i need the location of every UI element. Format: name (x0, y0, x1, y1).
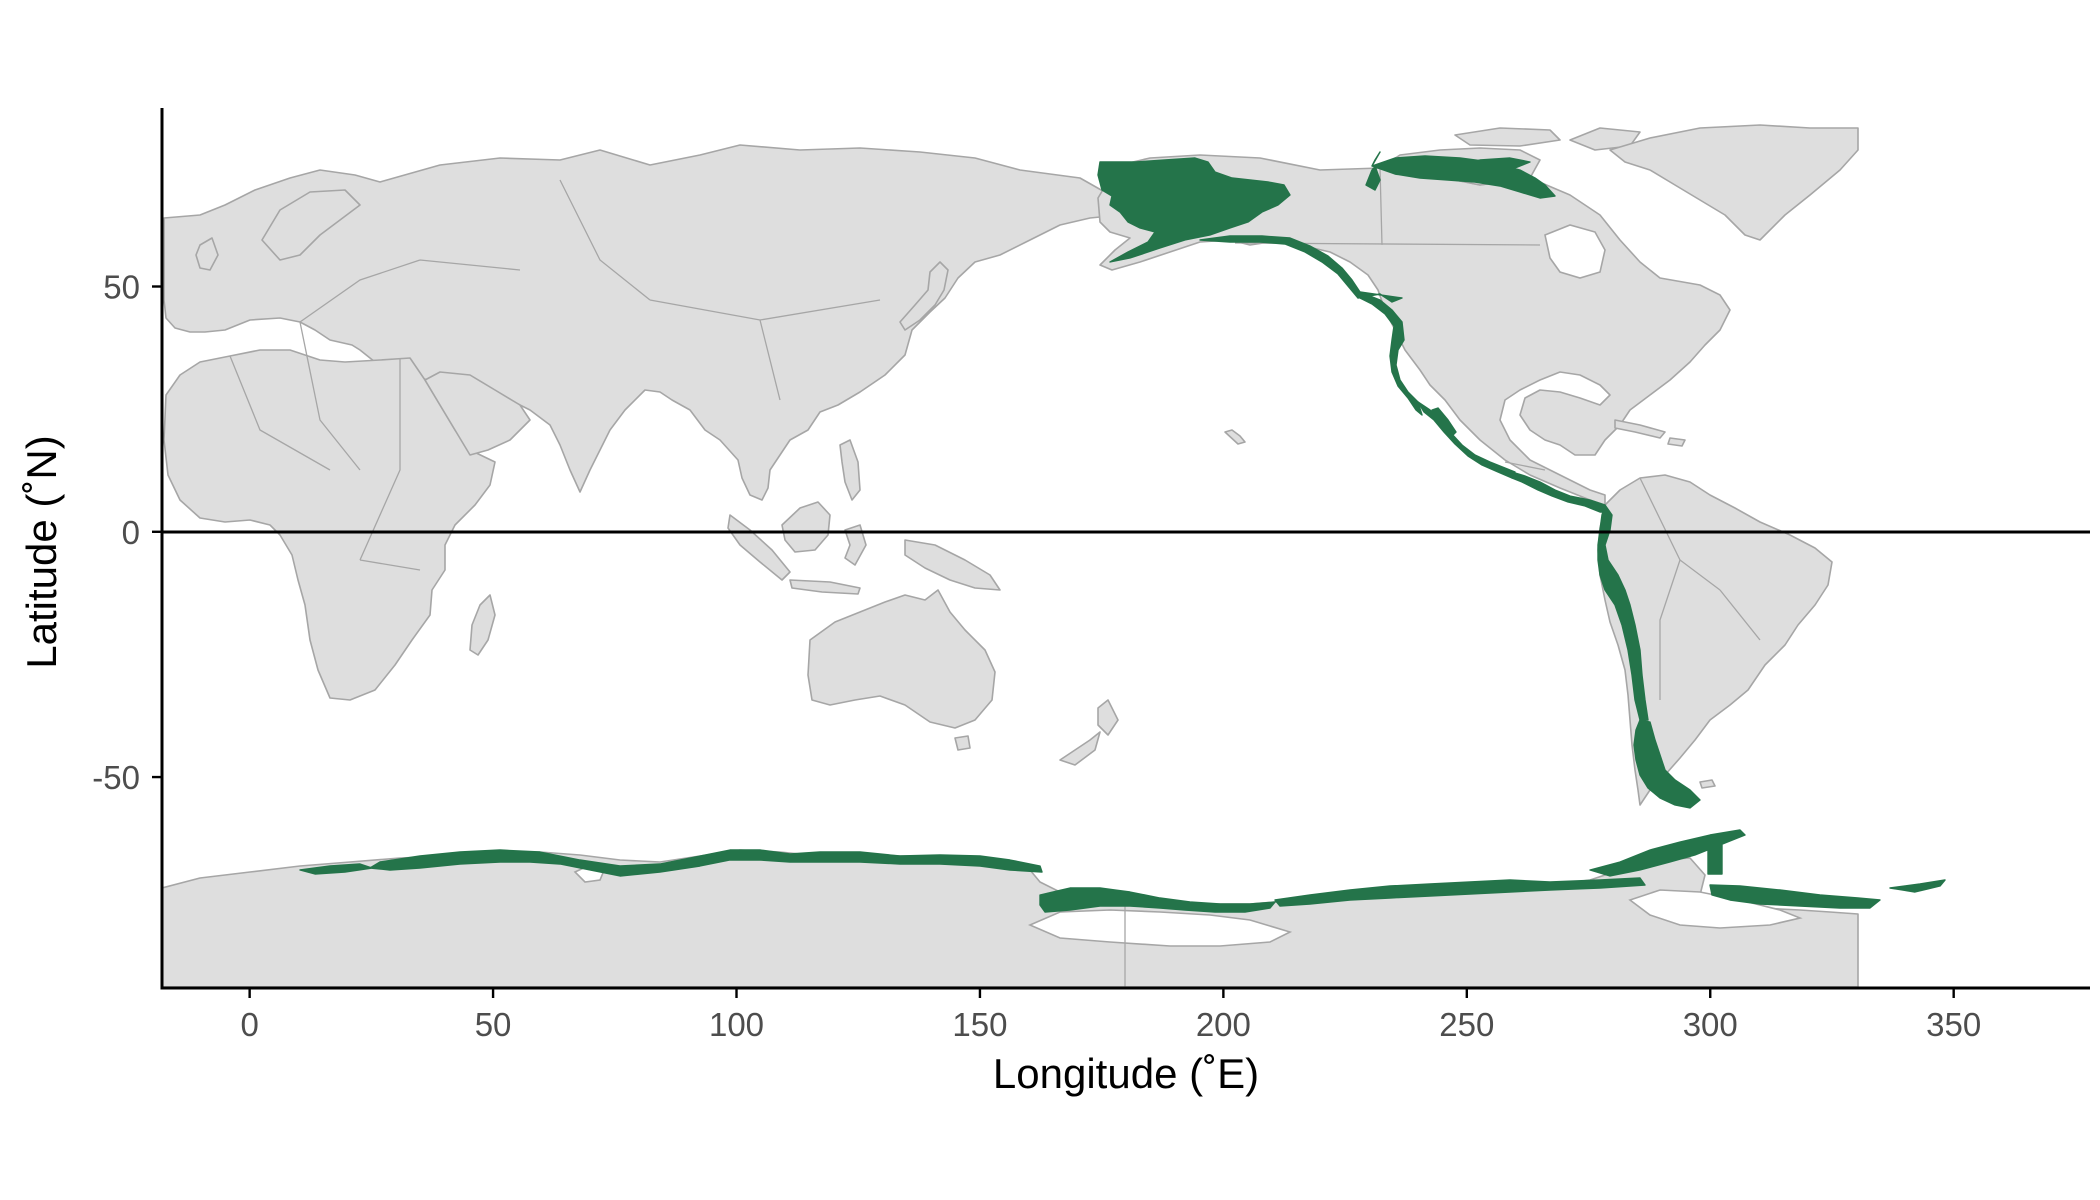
x-tick-label: 150 (952, 1006, 1007, 1043)
landmass-africa (163, 349, 496, 701)
habitat-layer (299, 151, 1946, 913)
landmass-tasmania (954, 735, 971, 751)
x-tick-label: 100 (709, 1006, 764, 1043)
habitat-gulf-of-alaska (1199, 235, 1403, 303)
landmass-philippines (839, 439, 861, 501)
x-tick-label: 0 (240, 1006, 258, 1043)
axes (160, 108, 2090, 990)
landmass-scandinavia (261, 189, 361, 261)
landmass-uk (195, 237, 219, 271)
habitat-weddell (1709, 879, 1946, 909)
landmass-sulawesi (844, 524, 867, 566)
x-tick-label: 200 (1196, 1006, 1251, 1043)
landmass-south-america (1597, 474, 1833, 806)
x-tick-label: 250 (1439, 1006, 1494, 1043)
x-axis-title: Longitude (˚E) (993, 1050, 1259, 1097)
y-tick-label: -50 (92, 759, 140, 796)
habitat-antarctic-west (1039, 877, 1646, 913)
habitat-alaska (1097, 157, 1291, 263)
x-tick-label: 350 (1926, 1006, 1981, 1043)
y-axis-title: Latitude (˚N) (18, 435, 65, 668)
landmass-japan (899, 261, 949, 331)
habitat-antarctic-east (299, 849, 1043, 877)
landmass-eurasia (163, 144, 1121, 501)
y-tick-label: 0 (122, 514, 140, 551)
x-axis-ticks: 0 50 100 150 200 250 300 350 (240, 988, 1981, 1043)
landmass-falklands (1699, 779, 1716, 789)
habitat-patagonia (1633, 719, 1701, 809)
x-tick-label: 300 (1683, 1006, 1738, 1043)
landmass-caribbean (1614, 419, 1686, 447)
landmass-hudson-bay (1544, 224, 1606, 279)
x-tick-label: 50 (475, 1006, 512, 1043)
landmass-madagascar (469, 594, 496, 656)
landmass-greenland (1609, 124, 1859, 241)
land-layer (162, 124, 1859, 987)
landmass-borneo (781, 501, 831, 553)
habitat-pacific-nw (1359, 291, 1423, 416)
country-borders (229, 167, 1761, 987)
landmass-new-guinea (904, 539, 1001, 591)
habitat-antarctic-peninsula (1589, 829, 1746, 877)
landmass-java (789, 579, 861, 595)
landmass-new-zealand (1059, 699, 1119, 766)
habitat-arctic-archipelago (1365, 151, 1556, 199)
landmass-australia (807, 589, 996, 729)
y-axis-ticks: -50 0 50 (92, 269, 162, 796)
habitat-andes (1597, 504, 1649, 721)
ice-shelf-ross (1027, 909, 1293, 947)
landmass-hawaii (1224, 429, 1246, 445)
ice-shelf-weddell (1628, 889, 1803, 929)
landmass-arabia (424, 371, 531, 456)
y-tick-label: 50 (103, 269, 140, 306)
